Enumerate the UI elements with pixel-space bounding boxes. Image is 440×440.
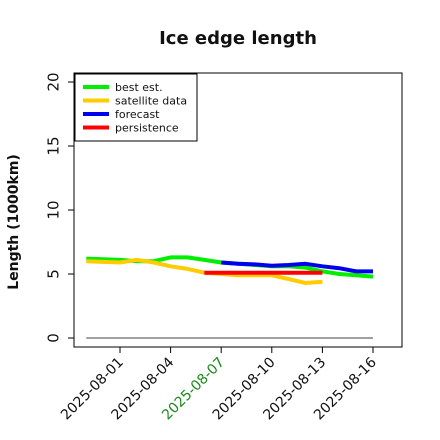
legend-label: satellite data	[115, 95, 187, 108]
y-tick-label: 0	[45, 333, 63, 343]
y-tick-label: 5	[45, 269, 63, 279]
y-tick-label: 20	[45, 72, 63, 91]
y-tick-label: 15	[45, 136, 63, 155]
legend-label: persistence	[115, 122, 179, 135]
x-axis: 2025-08-012025-08-042025-08-072025-08-10…	[58, 347, 380, 423]
y-axis: 0 5 10 15 20	[45, 72, 74, 343]
legend-label: forecast	[115, 108, 160, 121]
legend: best est.satellite dataforecastpersisten…	[74, 73, 198, 142]
y-tick-label: 10	[45, 200, 63, 219]
legend-label: best est.	[115, 81, 163, 94]
y-axis-label: Length (1000km)	[6, 154, 22, 290]
series-line-forecast	[221, 260, 373, 274]
chart-title: Ice edge length	[159, 28, 317, 49]
series-layer	[86, 255, 374, 339]
